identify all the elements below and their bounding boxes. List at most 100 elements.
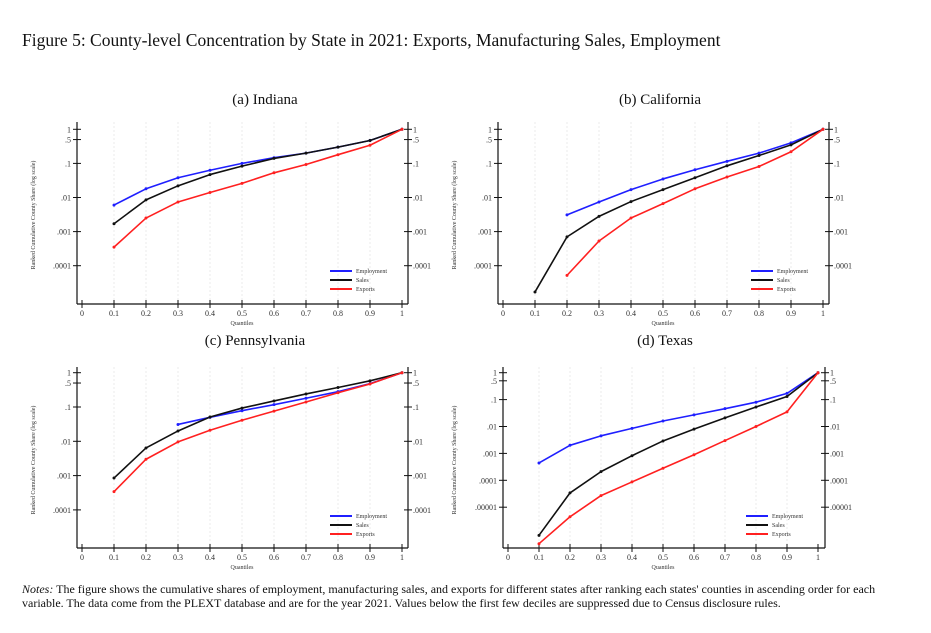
data-point-sales — [661, 439, 665, 443]
y-tick-label-left: .1 — [65, 403, 71, 412]
data-point-exports — [400, 371, 404, 375]
data-point-sales — [336, 145, 340, 149]
y-tick-label-right: .0001 — [413, 262, 431, 271]
data-point-sales — [272, 156, 276, 160]
data-point-sales — [144, 446, 148, 450]
y-tick-label-right: 1 — [830, 369, 834, 378]
data-point-sales — [661, 188, 665, 192]
x-tick-label: 0 — [80, 553, 84, 562]
series-line-exports — [113, 371, 403, 493]
y-tick-label-right: .1 — [830, 396, 836, 405]
legend-label-employment: Employment — [356, 514, 387, 520]
x-tick-label: 0.3 — [594, 309, 604, 318]
data-point-exports — [537, 542, 541, 546]
data-point-exports — [723, 439, 727, 443]
legend-label-employment: Employment — [777, 269, 808, 275]
data-point-employment — [599, 434, 603, 438]
data-point-sales — [537, 533, 541, 537]
x-tick-label: 0.2 — [141, 553, 151, 562]
data-point-sales — [176, 184, 180, 188]
y-axis-title: Ranked Cumulative County Share (log scal… — [451, 406, 458, 515]
data-point-sales — [272, 399, 276, 403]
data-point-exports — [272, 171, 276, 175]
x-tick-label: 0.9 — [365, 553, 375, 562]
data-point-sales — [565, 235, 569, 239]
x-tick-label: 1 — [400, 309, 404, 318]
x-tick-label: 0.4 — [627, 553, 637, 562]
notes-text: The figure shows the cumulative shares o… — [22, 582, 876, 610]
data-point-exports — [661, 466, 665, 470]
data-point-employment — [757, 151, 761, 155]
data-point-sales — [208, 173, 212, 177]
x-axis-title: Quantiles — [231, 321, 255, 327]
x-tick-label: 0.8 — [333, 553, 343, 562]
data-point-exports — [240, 418, 244, 422]
series-line-sales — [113, 371, 403, 479]
x-tick-label: 0.2 — [565, 553, 575, 562]
y-tick-label-right: .5 — [834, 136, 840, 145]
legend-label-sales: Sales — [777, 278, 790, 284]
y-tick-label-left: 1 — [67, 369, 71, 378]
x-tick-label: 0 — [501, 309, 505, 318]
y-tick-label-left: .0001 — [474, 262, 492, 271]
data-point-sales — [112, 476, 116, 480]
y-tick-label-right: .001 — [830, 449, 844, 458]
data-point-exports — [336, 153, 340, 157]
x-tick-label: 0.1 — [530, 309, 540, 318]
data-point-exports — [368, 143, 372, 147]
data-point-exports — [630, 480, 634, 484]
data-point-sales — [789, 143, 793, 147]
data-point-employment — [304, 396, 308, 400]
data-point-exports — [693, 187, 697, 191]
y-tick-label-left: .5 — [65, 379, 71, 388]
legend-label-employment: Employment — [772, 514, 803, 520]
legend-label-exports: Exports — [777, 287, 796, 293]
y-tick-label-left: .01 — [61, 437, 71, 446]
x-tick-label: 0.6 — [689, 553, 699, 562]
data-point-sales — [304, 151, 308, 155]
y-tick-label-right: .1 — [413, 159, 419, 168]
x-tick-label: 0.1 — [109, 309, 119, 318]
y-tick-label-right: .0001 — [830, 476, 848, 485]
y-tick-label-left: .001 — [57, 228, 71, 237]
y-axis-title: Ranked Cumulative County Share (log scal… — [30, 161, 37, 270]
data-point-exports — [821, 127, 825, 131]
data-point-exports — [208, 428, 212, 432]
y-tick-label-right: .5 — [413, 379, 419, 388]
x-tick-label: 0.9 — [786, 309, 796, 318]
x-tick-label: 0.2 — [141, 309, 151, 318]
x-tick-label: 0.2 — [562, 309, 572, 318]
data-point-employment — [176, 176, 180, 180]
figure-title: Figure 5: County-level Concentration by … — [22, 30, 721, 50]
data-point-sales — [754, 405, 758, 409]
panel-title-indiana: (a) Indiana — [232, 92, 298, 108]
y-tick-label-right: .01 — [830, 423, 840, 432]
y-tick-label-left: .0001 — [53, 506, 71, 515]
y-tick-label-left: .01 — [61, 194, 71, 203]
data-point-exports — [400, 127, 404, 131]
y-tick-label-right: .00001 — [830, 503, 852, 512]
x-tick-label: 0.7 — [722, 309, 732, 318]
data-point-employment — [112, 203, 116, 207]
data-point-employment — [692, 413, 696, 417]
x-tick-label: 0.9 — [782, 553, 792, 562]
x-tick-label: 0 — [506, 553, 510, 562]
x-tick-label: 0 — [80, 309, 84, 318]
y-tick-label-left: .1 — [491, 396, 497, 405]
data-point-exports — [368, 382, 372, 386]
series-line-sales — [534, 128, 824, 293]
x-tick-label: 0.7 — [301, 553, 311, 562]
data-point-sales — [208, 415, 212, 419]
x-tick-label: 0.3 — [173, 309, 183, 318]
y-tick-label-left: .5 — [491, 377, 497, 386]
data-point-employment — [725, 159, 729, 163]
data-point-employment — [597, 200, 601, 204]
x-tick-label: 0.5 — [658, 309, 668, 318]
data-point-employment — [629, 188, 633, 192]
y-tick-label-right: .5 — [830, 377, 836, 386]
x-tick-label: 0.6 — [269, 553, 279, 562]
data-point-exports — [725, 175, 729, 179]
